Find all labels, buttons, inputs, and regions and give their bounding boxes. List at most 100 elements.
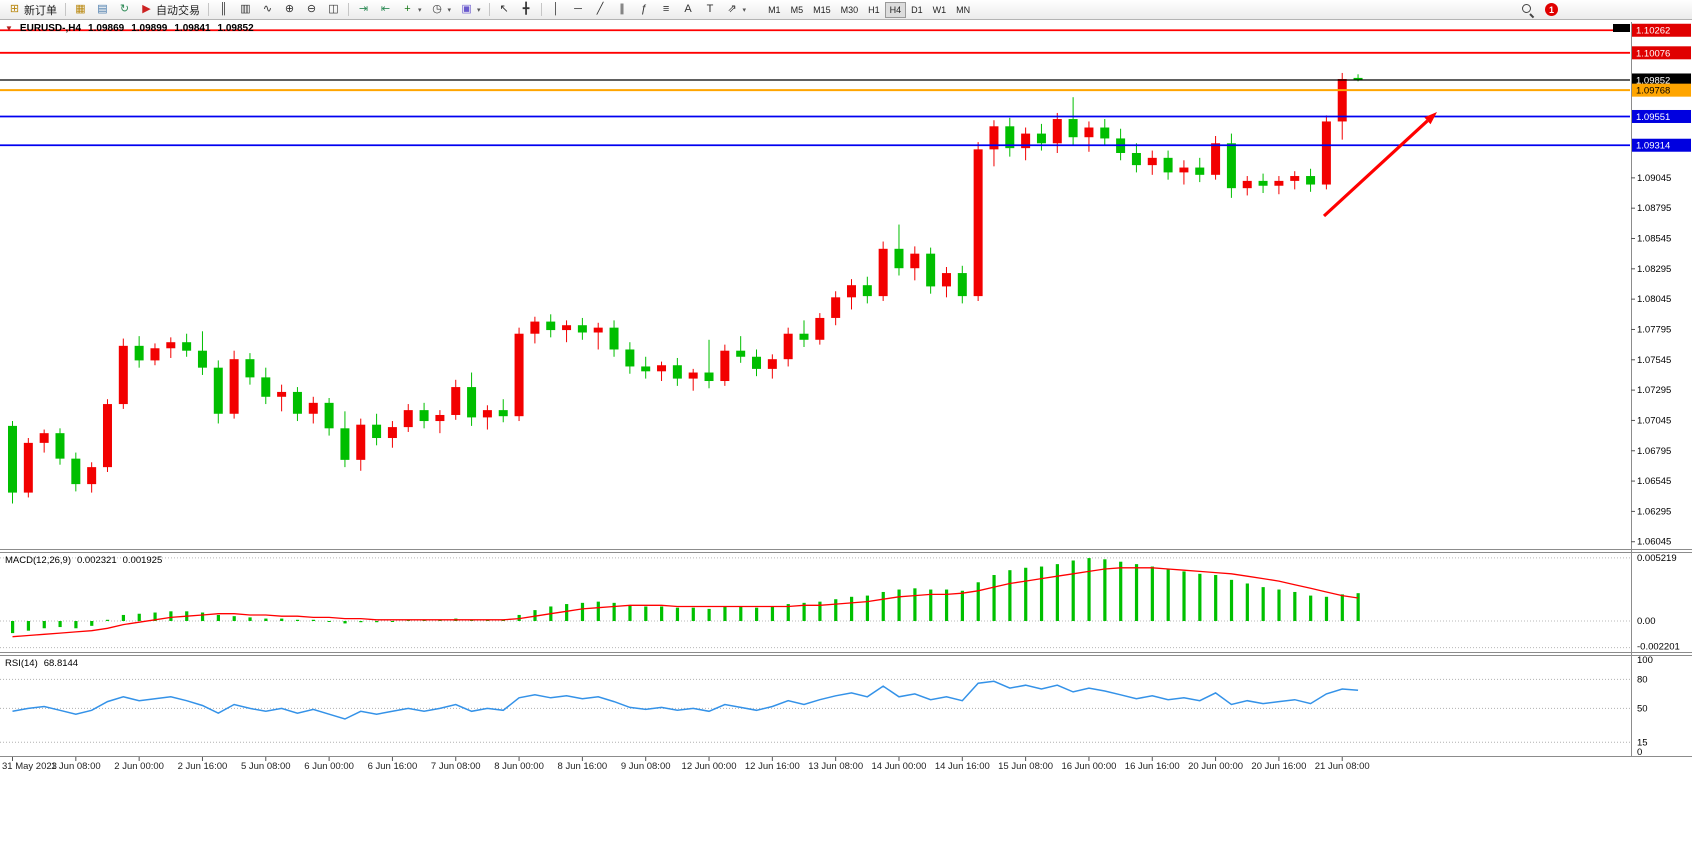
- svg-text:8 Jun 16:00: 8 Jun 16:00: [558, 761, 608, 772]
- templates-icon[interactable]: ▣ ▾: [456, 0, 485, 19]
- rsi-value: 68.8144: [43, 658, 79, 669]
- svg-text:13 Jun 08:00: 13 Jun 08:00: [808, 761, 863, 772]
- candle-body: [609, 327, 619, 350]
- candle-body: [1179, 167, 1189, 173]
- macd-histogram-bar: [90, 621, 94, 626]
- crosshair-icon[interactable]: ╋: [516, 0, 537, 19]
- candle-body: [245, 359, 255, 378]
- macd-histogram-bar: [1214, 575, 1218, 621]
- svg-text:15: 15: [1637, 737, 1648, 748]
- chart-shift-icon[interactable]: ⇤: [375, 0, 396, 19]
- toolbar-separator: [348, 3, 349, 16]
- macd-histogram-bar: [1356, 593, 1360, 621]
- symbol-marker-icon: ▼: [5, 24, 13, 33]
- zoom-out-icon[interactable]: ⊖: [301, 0, 322, 19]
- candle-body: [989, 126, 999, 150]
- new-chart-icon[interactable]: ▦: [70, 0, 91, 19]
- macd-histogram-bar: [1340, 594, 1344, 621]
- candlestick-chart-icon: ▥: [240, 3, 251, 15]
- refresh-icon: ↻: [119, 3, 130, 15]
- indicators-icon[interactable]: + ▾: [397, 0, 426, 19]
- macd-signal-line: [12, 567, 1359, 638]
- timeframe-button-M30[interactable]: M30: [840, 4, 859, 15]
- timeframe-button-M15[interactable]: M15: [813, 4, 831, 15]
- horizontal-line-icon[interactable]: ─: [568, 0, 589, 19]
- macd-histogram-bar: [770, 606, 775, 621]
- line-chart-icon[interactable]: ∿: [257, 0, 278, 19]
- text-icon[interactable]: A: [678, 0, 699, 19]
- candle-body: [166, 342, 176, 349]
- timeframe-button-M5[interactable]: M5: [790, 4, 804, 15]
- candle-body: [1242, 180, 1252, 189]
- toolbar-separator: [208, 3, 209, 16]
- candle-body: [752, 356, 762, 369]
- macd-histogram-bar: [1324, 596, 1329, 621]
- macd-histogram-bar: [74, 621, 78, 629]
- svg-text:21 Jun 08:00: 21 Jun 08:00: [1315, 761, 1370, 772]
- candle-body: [1068, 119, 1078, 138]
- timeframe-button-M1[interactable]: M1: [768, 4, 781, 15]
- candle-body: [39, 433, 49, 443]
- chevron-down-icon: ▾: [447, 6, 452, 14]
- vertical-line-icon[interactable]: │: [546, 0, 567, 19]
- macd-histogram-bar: [311, 619, 315, 621]
- horizontal-line-icon: ─: [574, 3, 582, 15]
- refresh-icon[interactable]: ↻: [114, 0, 135, 19]
- text-label-icon[interactable]: T: [700, 0, 721, 19]
- ohlc-open: 1.09869: [88, 23, 125, 34]
- candle-body: [688, 372, 698, 379]
- price-tag: [1632, 23, 1691, 37]
- periods-icon[interactable]: ◷ ▾: [427, 0, 456, 19]
- zoom-in-icon[interactable]: ⊕: [279, 0, 300, 19]
- svg-text:1.06795: 1.06795: [1637, 446, 1671, 457]
- trendline-icon[interactable]: ╱: [590, 0, 611, 19]
- text-icon: A: [684, 3, 692, 15]
- timeframe-button-W1[interactable]: W1: [932, 4, 947, 15]
- toolbar-separator: [488, 3, 490, 16]
- rsi-line: [12, 680, 1359, 720]
- bar-chart-icon[interactable]: ║: [213, 0, 234, 19]
- fibonacci-icon[interactable]: ƒ: [634, 0, 655, 19]
- svg-text:31 May 2023: 31 May 2023: [2, 761, 57, 772]
- cursor-icon[interactable]: ↖: [494, 0, 515, 19]
- timeframe-button-MN[interactable]: MN: [956, 4, 971, 15]
- arrows-tool-icon[interactable]: ⇗ ▾: [722, 0, 751, 19]
- autotrading-icon: ▶: [142, 3, 151, 15]
- macd-histogram-bar: [834, 599, 838, 621]
- search-icon[interactable]: [1520, 2, 1535, 17]
- candle-body: [23, 442, 33, 493]
- new-order-button[interactable]: ⊞ 新订单: [4, 0, 61, 19]
- candle-body: [261, 377, 271, 397]
- macd-histogram-bar: [1039, 566, 1044, 621]
- candle-body: [1147, 157, 1157, 166]
- auto-scroll-icon[interactable]: ⇥: [353, 0, 374, 19]
- autotrading-button[interactable]: ▶ 自动交易: [136, 0, 204, 19]
- cycle-lines-icon[interactable]: ≡: [656, 0, 677, 19]
- profiles-icon[interactable]: ▤: [92, 0, 113, 19]
- macd-histogram-bar: [992, 575, 996, 621]
- fibonacci-icon: ƒ: [640, 3, 648, 15]
- svg-text:16 Jun 16:00: 16 Jun 16:00: [1125, 761, 1180, 772]
- candle-body: [419, 410, 429, 422]
- tile-windows-icon[interactable]: ◫: [323, 0, 344, 19]
- svg-text:1.06295: 1.06295: [1637, 506, 1671, 517]
- timeframe-button-H4[interactable]: H4: [884, 1, 907, 18]
- candlestick-chart-icon[interactable]: ▥: [235, 0, 256, 19]
- svg-text:-0.002201: -0.002201: [1637, 642, 1680, 653]
- candle-body: [498, 410, 508, 417]
- equidistant-channel-icon[interactable]: ∥: [612, 0, 633, 19]
- price-tag: [1632, 46, 1691, 60]
- timeframe-button-D1[interactable]: D1: [911, 4, 923, 15]
- timeframe-button-H1[interactable]: H1: [868, 4, 880, 15]
- cursor-icon: ↖: [499, 3, 509, 15]
- macd-histogram-bar: [755, 607, 759, 621]
- ohlc-low: 1.09841: [174, 23, 211, 34]
- candle-body: [1100, 127, 1110, 139]
- macd-histogram-bar: [691, 607, 695, 621]
- text-label-icon: T: [706, 3, 714, 15]
- svg-text:12 Jun 16:00: 12 Jun 16:00: [745, 761, 800, 772]
- notification-badge[interactable]: 1: [1545, 3, 1558, 16]
- macd-histogram-bar: [1277, 589, 1281, 621]
- candle-body: [1258, 180, 1268, 186]
